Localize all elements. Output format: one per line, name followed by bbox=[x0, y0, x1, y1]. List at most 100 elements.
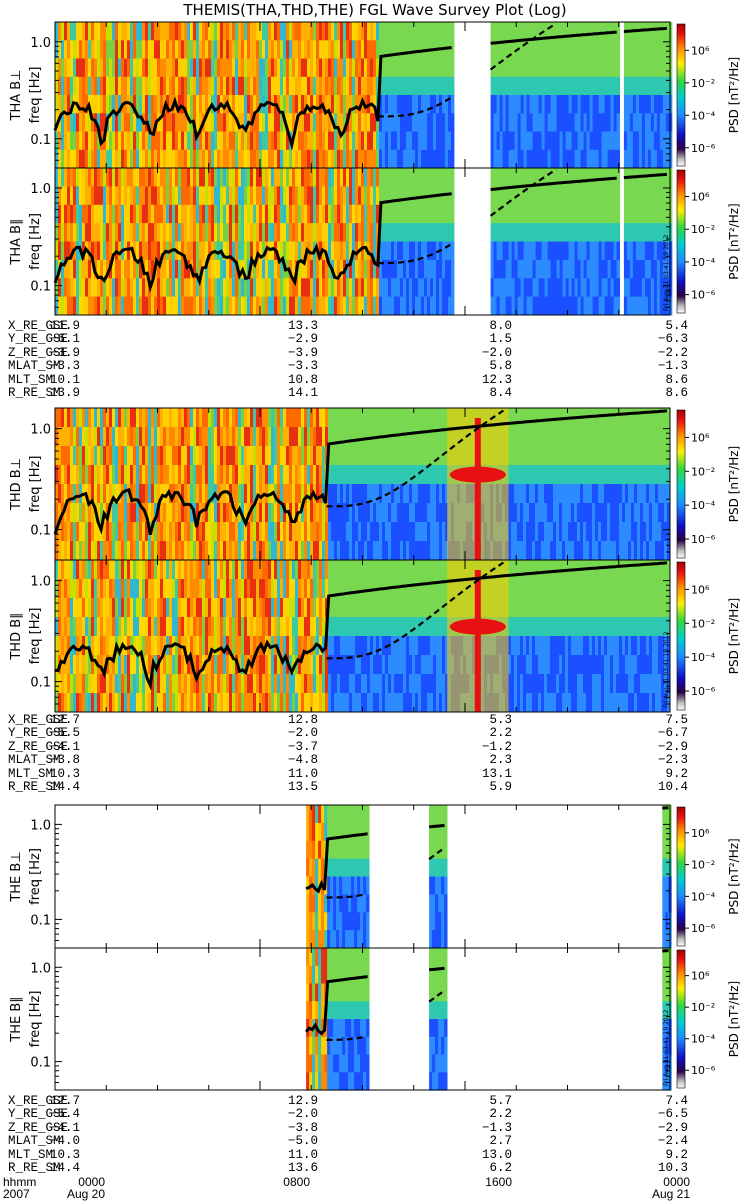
colorbar-tick-label: 10⁻² bbox=[691, 859, 715, 872]
ephemeris-value: 1.5 bbox=[452, 333, 512, 346]
ephemeris-value: −6.7 bbox=[628, 727, 688, 740]
ephemeris-value: −2.0 bbox=[452, 347, 512, 360]
ephemeris-value: −4.1 bbox=[50, 1122, 90, 1135]
colorbar-tick-label: 10⁶ bbox=[691, 583, 710, 596]
ephemeris-value: 13.1 bbox=[452, 768, 512, 781]
date-stamp: Fri Aug 31 03:41:19 2012 bbox=[663, 631, 670, 708]
ephemeris-value: 2.2 bbox=[452, 727, 512, 740]
ephemeris-value: −2.3 bbox=[628, 754, 688, 767]
colorbar-tick-label: 10⁻⁶ bbox=[691, 685, 716, 698]
colorbar-tick-label: 10⁻⁶ bbox=[691, 533, 716, 546]
colorbar bbox=[677, 562, 685, 710]
ephemeris-value: 7.5 bbox=[628, 714, 688, 727]
ephemeris-value: 7.4 bbox=[628, 1095, 688, 1108]
colorbar-tick-label: 10⁻⁴ bbox=[691, 651, 716, 664]
colorbar-tick-label: 10⁻² bbox=[691, 223, 715, 236]
ephemeris-value: −2.9 bbox=[628, 741, 688, 754]
ephemeris-value: 9.2 bbox=[628, 1149, 688, 1162]
ephemeris-value: 12.8 bbox=[258, 714, 318, 727]
ephemeris-value: 5.8 bbox=[452, 360, 512, 373]
colorbar bbox=[677, 950, 685, 1088]
ephemeris-value: −2.4 bbox=[628, 1135, 688, 1148]
ephemeris-value: −3.9 bbox=[50, 347, 90, 360]
colorbar-tick-label: 10⁶ bbox=[691, 44, 710, 57]
ephemeris-value: 10.1 bbox=[50, 374, 90, 387]
date-end: Aug 21 bbox=[630, 1188, 690, 1200]
y-tick-label: 1.0 bbox=[30, 182, 51, 197]
colorbar-tick-label: 10⁻² bbox=[691, 617, 715, 630]
colorbar-tick-label: 10⁻⁴ bbox=[691, 109, 716, 122]
date-stamp: Fri Aug 31 03:41:19 2012 bbox=[663, 234, 670, 311]
ephemeris-row-label: MLT_SM bbox=[8, 1149, 53, 1162]
colorbar-tick-label: 10⁻² bbox=[691, 1001, 715, 1014]
ephemeris-value: −4.1 bbox=[50, 741, 90, 754]
colorbar-tick-label: 10⁻⁴ bbox=[691, 256, 716, 269]
colorbar-tick-label: 10⁻⁴ bbox=[691, 890, 716, 903]
y-tick-label: 1.0 bbox=[30, 423, 51, 438]
ephemeris-value: 13.6 bbox=[258, 1162, 318, 1175]
y-tick-label: 0.1 bbox=[30, 676, 51, 691]
ephemeris-value: −2.2 bbox=[628, 347, 688, 360]
ephemeris-value: 14.4 bbox=[50, 781, 90, 794]
panel-label: THE B∥ bbox=[9, 996, 24, 1042]
ephemeris-value: 8.0 bbox=[452, 320, 512, 333]
panel-label: THA B∥ bbox=[9, 218, 24, 265]
ephemeris-value: −3.8 bbox=[50, 754, 90, 767]
ephemeris-value: 5.4 bbox=[628, 320, 688, 333]
ephemeris-value: 10.3 bbox=[50, 1149, 90, 1162]
y-tick-label: 0.1 bbox=[30, 280, 51, 295]
ephemeris-value: 13.0 bbox=[452, 1149, 512, 1162]
ephemeris-value: 11.0 bbox=[258, 1149, 318, 1162]
ephemeris-value: 5.9 bbox=[452, 781, 512, 794]
ephemeris-value: −3.8 bbox=[258, 1122, 318, 1135]
ephemeris-value: 13.5 bbox=[258, 781, 318, 794]
colorbar-label: PSD [nT²/Hz] bbox=[727, 981, 741, 1057]
colorbar-tick-label: 10⁻⁶ bbox=[691, 289, 716, 302]
date-stamp: Fri Aug 31 03:41:19 2012 bbox=[663, 1009, 670, 1086]
ephemeris-value: 12.3 bbox=[452, 374, 512, 387]
ephemeris-value: −6.1 bbox=[50, 333, 90, 346]
panel-label: THD B⊥ bbox=[9, 458, 24, 511]
ephemeris-value: −6.5 bbox=[628, 1108, 688, 1121]
colorbar-tick-label: 10⁶ bbox=[691, 431, 710, 444]
time-axis-labels: hhmm 0000 0800 1600 0000 2007 Aug 20 Aug… bbox=[0, 1176, 750, 1200]
panel-label: THE B⊥ bbox=[9, 851, 24, 902]
ephemeris-row-label: MLT_SM bbox=[8, 768, 53, 781]
ephemeris-value: 8.6 bbox=[628, 387, 688, 400]
ephemeris-value: −3.3 bbox=[50, 360, 90, 373]
y-axis-label: freq [Hz] bbox=[28, 456, 43, 513]
panel-label: THA B⊥ bbox=[9, 70, 24, 122]
colorbar bbox=[677, 410, 685, 558]
colorbar bbox=[677, 807, 685, 946]
y-axis-label: freq [Hz] bbox=[28, 608, 43, 665]
colorbar-tick-label: 10⁻² bbox=[691, 465, 715, 478]
ephemeris-value: 14.4 bbox=[50, 1162, 90, 1175]
colorbar-label: PSD [nT²/Hz] bbox=[727, 838, 741, 914]
ephemeris-value: 14.1 bbox=[258, 387, 318, 400]
y-tick-label: 0.1 bbox=[30, 133, 51, 148]
colorbar-tick-label: 10⁻⁴ bbox=[691, 1033, 716, 1046]
ephemeris-value: 13.9 bbox=[50, 387, 90, 400]
emission-column bbox=[475, 418, 481, 560]
ephemeris-value: 11.9 bbox=[50, 320, 90, 333]
ephemeris-value: 10.4 bbox=[628, 781, 688, 794]
ephemeris-value: −3.9 bbox=[258, 347, 318, 360]
ephemeris-value: 10.3 bbox=[50, 768, 90, 781]
colorbar-label: PSD [nT²/Hz] bbox=[727, 57, 741, 133]
colorbar-label: PSD [nT²/Hz] bbox=[727, 598, 741, 674]
time-tick-1: 0800 bbox=[250, 1176, 310, 1188]
colorbar-tick-label: 10⁶ bbox=[691, 970, 710, 983]
spectrogram-panels: 1.0 0.1 freq [Hz] THA B⊥ 10⁶ 10⁻² 10⁻⁴ 10⁻⁶ PSD … bbox=[9, 22, 741, 1091]
y-tick-label: 1.0 bbox=[30, 818, 51, 833]
ephemeris-value: 12.7 bbox=[50, 714, 90, 727]
y-tick-label: 0.1 bbox=[30, 524, 51, 539]
colorbar-label: PSD [nT²/Hz] bbox=[727, 203, 741, 279]
colorbar-tick-label: 10⁶ bbox=[691, 827, 710, 840]
